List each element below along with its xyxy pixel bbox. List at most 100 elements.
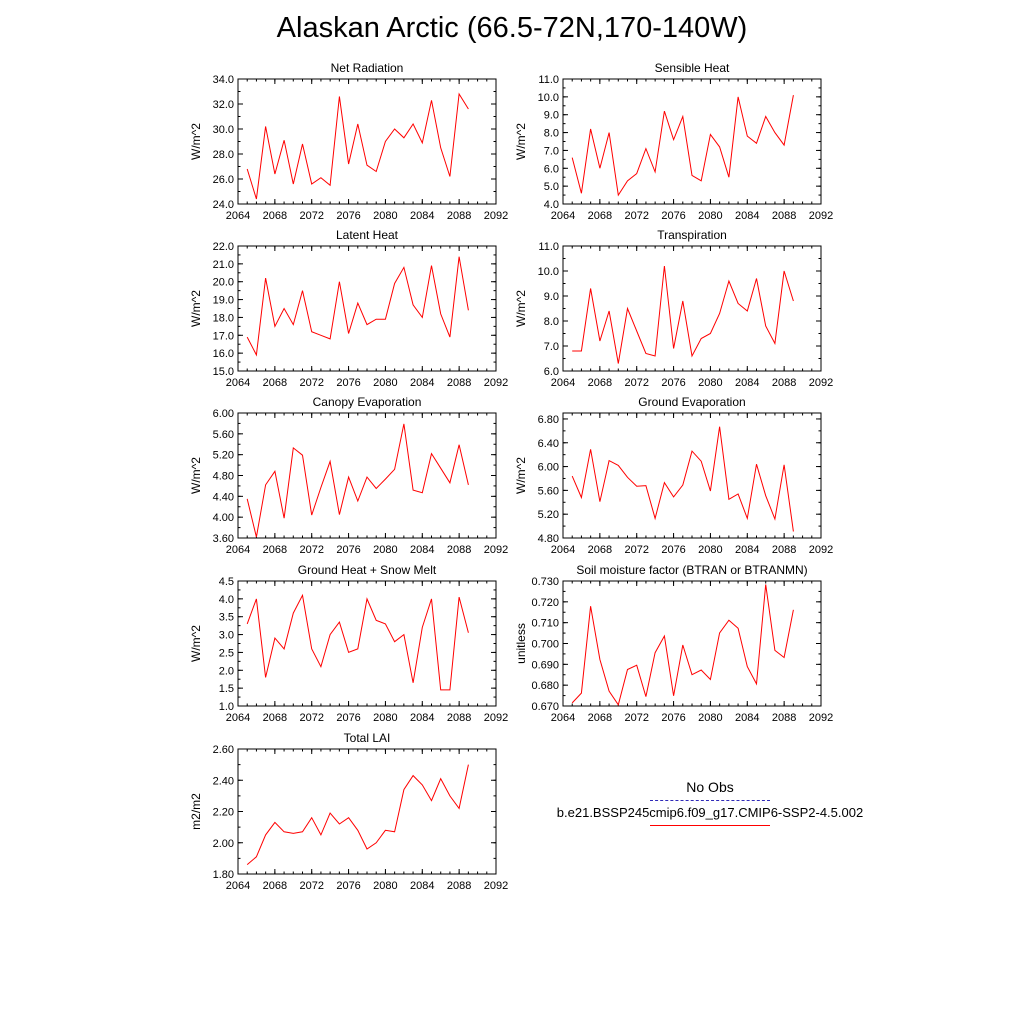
data-point <box>384 478 386 480</box>
data-point <box>467 632 469 634</box>
data-point <box>440 777 442 779</box>
data-point <box>663 110 665 112</box>
data-point <box>366 848 368 850</box>
x-tick-label: 2084 <box>410 377 434 389</box>
data-point <box>755 142 757 144</box>
data-point <box>467 108 469 110</box>
x-tick-label: 2088 <box>772 544 796 556</box>
data-point <box>571 475 573 477</box>
data-point <box>430 598 432 600</box>
data-point <box>292 832 294 834</box>
data-point <box>458 93 460 95</box>
data-point <box>403 266 405 268</box>
data-point <box>255 198 257 200</box>
data-point <box>357 829 359 831</box>
data-point <box>366 164 368 166</box>
y-tick-label: 5.60 <box>538 485 559 497</box>
x-tick-label: 2068 <box>263 210 287 222</box>
data-point <box>467 484 469 486</box>
data-point <box>412 123 414 125</box>
legend-obs-line <box>650 800 770 801</box>
data-point <box>728 498 730 500</box>
data-point <box>718 312 720 314</box>
data-point <box>645 147 647 149</box>
x-tick-label: 2072 <box>299 712 323 724</box>
x-tick-label: 2076 <box>661 210 685 222</box>
data-point <box>430 799 432 801</box>
x-tick-label: 2064 <box>226 544 250 556</box>
data-point <box>654 517 656 519</box>
data-point <box>264 277 266 279</box>
data-point <box>467 309 469 311</box>
data-point <box>458 807 460 809</box>
soil-moisture-factor-panel: Soil moisture factor (BTRAN or BTRANMN) u… <box>514 563 833 724</box>
x-tick-label: 2064 <box>226 377 250 389</box>
data-point <box>357 302 359 304</box>
total-lai-panel: Total LAI m2/m2 2064 2068 2072 2076 2080 2084 20… <box>189 731 508 892</box>
data-point <box>774 342 776 344</box>
y-tick-label: 7.0 <box>544 145 559 157</box>
data-point <box>255 598 257 600</box>
y-axis-label: W/m^2 <box>189 123 203 160</box>
y-tick-label: 2.5 <box>219 647 234 659</box>
data-point <box>783 464 785 466</box>
data-point <box>755 463 757 465</box>
y-tick-label: 10.0 <box>538 266 559 278</box>
y-tick-label: 5.0 <box>544 181 559 193</box>
data-point <box>301 143 303 145</box>
x-tick-label: 2092 <box>484 712 508 724</box>
data-point <box>691 450 693 452</box>
data-point <box>783 270 785 272</box>
ground-heat-snow-melt-panel: Ground Heat + Snow Melt W/m^2 2064 2068 2072… <box>189 563 508 724</box>
x-tick-label: 2080 <box>698 544 722 556</box>
y-tick-label: 11.0 <box>538 74 559 86</box>
y-axis-label: W/m^2 <box>514 123 528 160</box>
data-point <box>246 863 248 865</box>
data-point <box>617 194 619 196</box>
data-point <box>338 95 340 97</box>
legend-run-label: b.e21.BSSP245cmip6.f09_g17.CMIP6-SSP2-4.… <box>556 805 864 820</box>
data-point <box>338 621 340 623</box>
x-tick-label: 2076 <box>336 544 360 556</box>
data-point <box>765 325 767 327</box>
series-line <box>246 423 469 538</box>
data-point <box>691 674 693 676</box>
y-tick-label: 2.0 <box>219 665 234 677</box>
data-point <box>347 817 349 819</box>
data-point <box>347 651 349 653</box>
y-tick-label: 1.0 <box>219 701 234 713</box>
data-point <box>755 683 757 685</box>
data-point <box>792 609 794 611</box>
data-point <box>626 476 628 478</box>
data-point <box>783 144 785 146</box>
y-tick-label: 4.00 <box>213 512 234 524</box>
x-tick-label: 2076 <box>336 210 360 222</box>
data-point <box>765 115 767 117</box>
y-tick-label: 24.0 <box>213 199 234 211</box>
data-point <box>709 678 711 680</box>
data-point <box>792 530 794 532</box>
x-tick-label: 2092 <box>484 210 508 222</box>
data-point <box>636 485 638 487</box>
x-tick-label: 2072 <box>624 210 648 222</box>
x-tick-label: 2064 <box>551 210 575 222</box>
y-tick-label: 32.0 <box>213 99 234 111</box>
x-tick-label: 2080 <box>698 712 722 724</box>
x-tick-label: 2088 <box>772 210 796 222</box>
data-point <box>774 131 776 133</box>
series-line <box>246 764 469 865</box>
data-point <box>366 598 368 600</box>
data-point <box>608 131 610 133</box>
data-point <box>347 476 349 478</box>
x-tick-label: 2092 <box>484 880 508 892</box>
data-point <box>421 142 423 144</box>
data-point <box>384 623 386 625</box>
x-tick-label: 2076 <box>336 712 360 724</box>
data-point <box>589 605 591 607</box>
data-point <box>599 500 601 502</box>
data-point <box>672 347 674 349</box>
data-point <box>449 689 451 691</box>
data-point <box>412 774 414 776</box>
data-point <box>663 635 665 637</box>
data-point <box>580 496 582 498</box>
